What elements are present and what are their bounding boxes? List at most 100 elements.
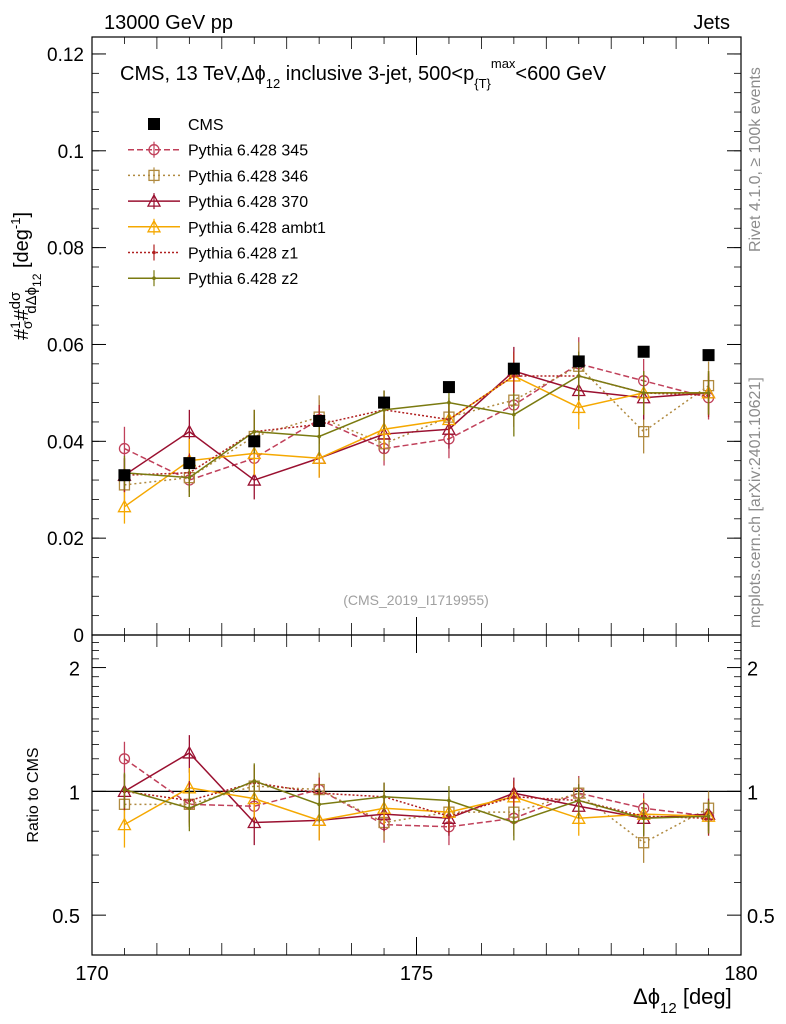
ratio-pythia-6-428-z2-point xyxy=(122,787,127,792)
cms-data-point xyxy=(572,355,585,368)
pythia-6-428-z2-point xyxy=(641,391,646,395)
pythia-6-428-ambt1-point xyxy=(247,446,262,460)
legend-marker xyxy=(146,193,162,207)
ratio-pythia-6-428-370-point xyxy=(182,745,197,759)
ratio-pythia-6-428-z2-point xyxy=(576,798,581,803)
legend-entry-pythia-6-428-z1: Pythia 6.428 z1 xyxy=(128,244,298,263)
legend-label: Pythia 6.428 346 xyxy=(188,168,308,185)
legend-marker xyxy=(152,250,156,255)
ratio-y-tick-label: 0.5 xyxy=(52,906,80,928)
ratio-pythia-6-428-345-line xyxy=(124,758,709,828)
pythia-6-428-z2-point xyxy=(382,408,386,412)
pythia-6-428-z2-point xyxy=(252,429,257,434)
pythia-6-428-z2-point xyxy=(706,391,711,395)
x-axis-title: Δϕ12 [deg] xyxy=(633,984,732,1017)
cms-data-point xyxy=(118,469,131,482)
ratio-y-tick-label: 2 xyxy=(69,659,80,681)
pythia-6-428-z2-line xyxy=(124,375,709,479)
pythia-6-428-z2-point xyxy=(576,374,581,378)
y-tick-label: 0 xyxy=(73,626,84,647)
series-pythia-6-428-346 xyxy=(118,342,715,502)
x-tick-label: 175 xyxy=(400,963,433,985)
ratio-pythia-6-428-370-point xyxy=(247,815,262,829)
ratio-y-axis-title: Ratio to CMS xyxy=(25,747,42,842)
ratio-pythia-6-428-z2-point xyxy=(317,802,321,807)
series-pythia-6-428-z1 xyxy=(122,351,711,493)
y-tick-label: 0.02 xyxy=(47,529,84,550)
ratio-pythia-6-428-z2-point xyxy=(382,794,386,799)
ratio-pythia-6-428-ambt1-point xyxy=(571,810,586,824)
y-tick-label: 0.1 xyxy=(58,142,84,163)
cms-data-point xyxy=(702,349,715,362)
legend-marker xyxy=(152,276,156,281)
mcplots-label: mcplots.cern.ch [arXiv:2401.10621] xyxy=(747,377,764,628)
ratio-pythia-6-428-370-line xyxy=(124,751,709,824)
pythia-6-428-z1-point xyxy=(512,374,516,378)
x-tick-label: 180 xyxy=(724,963,757,985)
plot-title: CMS, 13 TeV,Δϕ12 inclusive 3-jet, 500<p{… xyxy=(120,56,607,91)
legend-label: CMS xyxy=(188,117,224,134)
cms-data-point xyxy=(313,414,326,427)
cms-data-point xyxy=(637,345,650,358)
pythia-6-428-370-line xyxy=(124,370,709,481)
pythia-6-428-z2-point xyxy=(317,434,321,439)
pythia-6-428-346-line xyxy=(124,365,709,486)
ratio-series-pythia-6-428-z2 xyxy=(122,763,711,841)
ratio-y-tick-label: 1 xyxy=(69,782,80,804)
ratio-pythia-6-428-346-point xyxy=(638,837,650,849)
ratio-y-tick-label-right: 0.5 xyxy=(747,906,775,928)
ratio-pythia-6-428-ambt1-point xyxy=(312,813,327,827)
legend-cms-marker xyxy=(148,118,160,130)
ratio-series-pythia-6-428-ambt1 xyxy=(117,767,716,848)
pythia-6-428-346-point xyxy=(638,425,650,438)
ratio-y-tick-label-right: 1 xyxy=(747,782,758,804)
ratio-pythia-6-428-z2-point xyxy=(512,820,516,825)
ratio-pythia-6-428-ambt1-point xyxy=(376,800,392,814)
legend-label: Pythia 6.428 ambt1 xyxy=(188,220,326,237)
ratio-pythia-6-428-z2-point xyxy=(641,816,646,821)
rivet-label: Rivet 4.1.0, ≥ 100k events xyxy=(747,67,764,252)
y-tick-label: 0.12 xyxy=(47,45,84,66)
ratio-pythia-6-428-ambt1-point xyxy=(247,791,262,805)
ratio-series-pythia-6-428-345 xyxy=(118,741,715,846)
legend-label: Pythia 6.428 z2 xyxy=(188,271,298,288)
pythia-6-428-370-point xyxy=(247,472,262,486)
pythia-6-428-ambt1-point xyxy=(376,421,392,435)
legend-label: Pythia 6.428 z1 xyxy=(188,246,298,263)
series-pythia-6-428-ambt1 xyxy=(117,354,716,524)
ratio-pythia-6-428-ambt1-line xyxy=(124,787,709,826)
legend-marker xyxy=(148,144,160,156)
ratio-pythia-6-428-z2-point xyxy=(252,779,257,783)
y-axis-title: #1σ#dσdΔϕ12 [deg-1] xyxy=(7,212,44,340)
pythia-6-428-z2-point xyxy=(512,412,516,417)
ratio-pythia-6-428-z2-point xyxy=(447,798,451,803)
pythia-6-428-z2-point xyxy=(447,400,451,405)
legend-entry-pythia-6-428-370: Pythia 6.428 370 xyxy=(128,193,308,211)
series-pythia-6-428-345 xyxy=(118,337,715,497)
pythia-6-428-z2-point xyxy=(187,475,192,480)
legend-label: Pythia 6.428 345 xyxy=(188,143,308,160)
pythia-6-428-z1-line xyxy=(124,375,709,476)
ratio-pythia-6-428-ambt1-point xyxy=(117,817,132,831)
pythia-6-428-ambt1-point xyxy=(571,400,586,414)
ratio-pythia-6-428-z2-line xyxy=(124,780,709,824)
cms-data-point xyxy=(442,381,455,394)
cms-data-point xyxy=(248,435,261,448)
pythia-6-428-ambt1-point xyxy=(117,499,132,513)
pythia-6-428-345-point xyxy=(118,442,131,455)
series-pythia-6-428-370 xyxy=(117,346,716,500)
analysis-tag: (CMS_2019_I1719955) xyxy=(343,592,489,608)
legend-entry-pythia-6-428-ambt1: Pythia 6.428 ambt1 xyxy=(128,218,326,237)
pythia-6-428-ambt1-point xyxy=(312,450,327,464)
pythia-6-428-370-point xyxy=(182,424,197,438)
ratio-pythia-6-428-z2-point xyxy=(187,806,192,810)
jets-label: Jets xyxy=(693,12,730,34)
cms-data-point xyxy=(507,362,520,375)
y-tick-label: 0.06 xyxy=(47,335,84,356)
legend-entry-pythia-6-428-z2: Pythia 6.428 z2 xyxy=(128,270,298,288)
ratio-pythia-6-428-z2-point xyxy=(706,814,711,819)
ratio-pythia-6-428-345-point xyxy=(118,753,131,765)
ratio-pythia-6-428-z1-line xyxy=(124,781,709,820)
legend-entry-pythia-6-428-346: Pythia 6.428 346 xyxy=(128,167,308,185)
